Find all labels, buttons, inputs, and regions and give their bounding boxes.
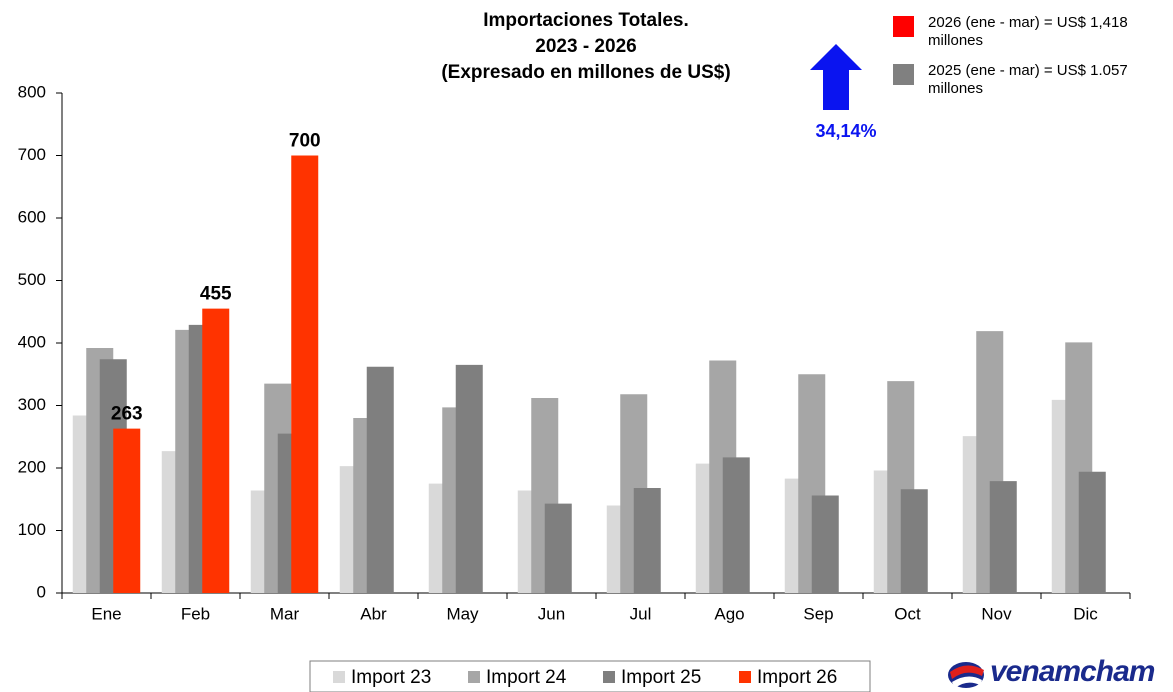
bar	[811, 495, 839, 593]
y-tick-label: 600	[18, 207, 46, 226]
note-text: 2025 (ene - mar) = US$ 1.057	[928, 62, 1128, 79]
x-tick-label: Dic	[1073, 604, 1098, 623]
x-tick-label: Sep	[803, 604, 833, 623]
data-label: 263	[111, 404, 143, 425]
up-arrow	[810, 44, 862, 110]
x-tick-label: Ago	[714, 604, 744, 623]
bar	[989, 481, 1017, 593]
y-tick-label: 300	[18, 395, 46, 414]
legend-swatch	[739, 671, 751, 683]
x-tick-label: May	[446, 604, 479, 623]
note-text: 2026 (ene - mar) = US$ 1,418	[928, 14, 1128, 31]
chart-title: 2023 - 2026	[535, 36, 636, 57]
x-tick-label: Mar	[270, 604, 300, 623]
bar	[1078, 471, 1106, 593]
y-tick-label: 100	[18, 520, 46, 539]
legend-label: Import 24	[486, 667, 567, 688]
chart-title: (Expresado en millones de US$)	[441, 62, 730, 83]
bar	[291, 155, 319, 593]
y-tick-label: 200	[18, 457, 46, 476]
x-tick-label: Oct	[894, 604, 921, 623]
change-label: 34,14%	[815, 121, 876, 141]
legend-swatch	[468, 671, 480, 683]
bar	[722, 457, 750, 593]
bar	[633, 488, 661, 593]
legend-swatch	[603, 671, 615, 683]
y-tick-label: 500	[18, 270, 46, 289]
x-tick-label: Jun	[538, 604, 565, 623]
logo-flag	[948, 662, 984, 688]
x-tick-label: Nov	[981, 604, 1012, 623]
note-swatch	[893, 16, 914, 37]
bar	[113, 428, 141, 593]
legend-swatch	[333, 671, 345, 683]
legend-label: Import 26	[757, 667, 837, 688]
note-text: millones	[928, 80, 983, 97]
bar	[455, 364, 483, 593]
legend-box	[309, 660, 871, 692]
x-tick-label: Jul	[630, 604, 652, 623]
bar	[202, 308, 230, 593]
x-tick-label: Abr	[360, 604, 387, 623]
note-text: millones	[928, 32, 983, 49]
y-tick-label: 0	[37, 582, 46, 601]
legend-label: Import 23	[351, 667, 431, 688]
data-label: 455	[200, 284, 232, 305]
note-swatch	[893, 64, 914, 85]
y-tick-label: 700	[18, 145, 46, 164]
x-tick-label: Ene	[91, 604, 121, 623]
legend-label: Import 25	[621, 667, 701, 688]
bar	[544, 503, 572, 593]
chart-title: Importaciones Totales.	[483, 10, 689, 31]
bar	[366, 366, 394, 593]
y-tick-label: 800	[18, 82, 46, 101]
logo: venamcham	[990, 655, 1155, 688]
y-tick-label: 400	[18, 332, 46, 351]
bar	[900, 489, 928, 593]
x-tick-label: Feb	[181, 604, 210, 623]
data-label: 700	[289, 131, 321, 152]
